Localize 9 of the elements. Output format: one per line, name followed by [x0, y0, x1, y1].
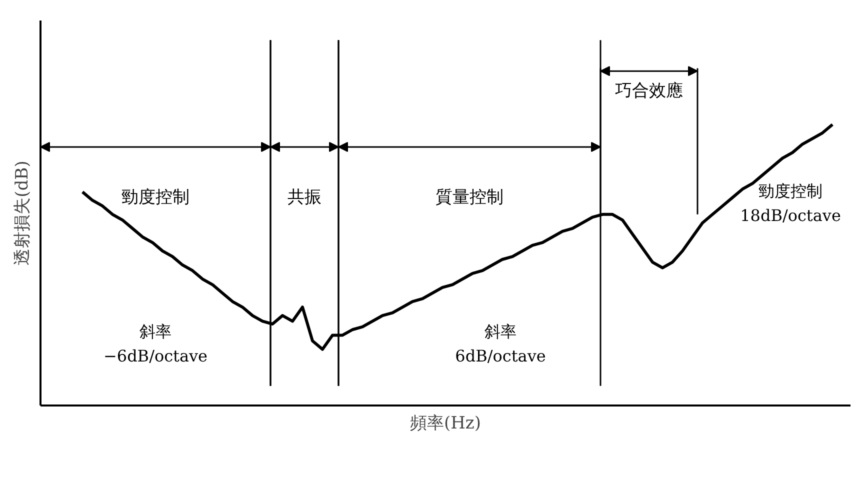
annotation: 斜率 −6dB/octave	[103, 322, 208, 366]
annotation: 共振	[288, 188, 322, 208]
text: 巧合效應	[615, 80, 683, 101]
y-axis-title: 透射損失(dB)	[12, 160, 32, 266]
annotation: 斜率 6dB/octave	[455, 322, 546, 366]
annotation: 勁度控制	[122, 188, 190, 208]
x-axis-title: 頻率(Hz)	[410, 414, 482, 434]
annotation: 勁度控制 18dB/octave	[740, 181, 841, 226]
annotation: 質量控制	[436, 188, 504, 208]
